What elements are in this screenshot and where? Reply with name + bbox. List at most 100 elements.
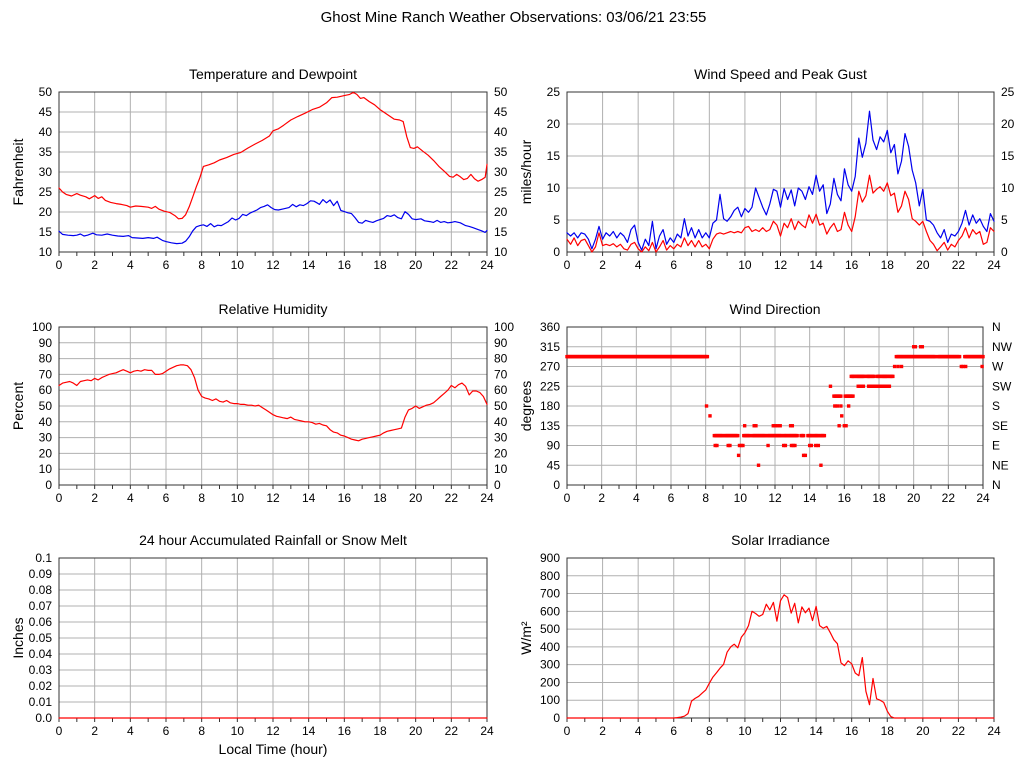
wind-direction-y-tick-labels: 0 45 90 135 180 225 270 315 360 xyxy=(540,320,560,492)
svg-text:10: 10 xyxy=(231,258,245,272)
wind-speed-peak-gust-y-tick-labels-right: 0 5 10 15 20 25 xyxy=(1001,85,1015,259)
svg-text:0.02: 0.02 xyxy=(29,679,53,693)
svg-text:0: 0 xyxy=(553,245,560,259)
svg-text:100: 100 xyxy=(540,693,560,707)
svg-text:16: 16 xyxy=(838,491,852,505)
svg-text:0.09: 0.09 xyxy=(29,567,53,581)
svg-text:50: 50 xyxy=(39,399,53,413)
svg-text:10: 10 xyxy=(231,724,245,738)
svg-text:24: 24 xyxy=(480,258,494,272)
wind-direction-compass-labels: N NE E SE S SW W NW N xyxy=(992,320,1013,492)
svg-text:2: 2 xyxy=(91,724,98,738)
wind-speed-peak-gust-x-tick-labels: 0 2 4 6 8 10 12 14 16 18 20 22 24 xyxy=(564,258,1001,272)
svg-text:0: 0 xyxy=(56,258,63,272)
svg-text:700: 700 xyxy=(540,587,560,601)
svg-text:90: 90 xyxy=(39,336,53,350)
wind-speed-peak-gust-grid xyxy=(567,92,994,252)
svg-text:24: 24 xyxy=(976,491,990,505)
svg-text:40: 40 xyxy=(39,125,53,139)
svg-text:6: 6 xyxy=(163,724,170,738)
svg-text:24: 24 xyxy=(480,724,494,738)
svg-text:20: 20 xyxy=(39,446,53,460)
svg-text:20: 20 xyxy=(39,205,53,219)
svg-text:0.06: 0.06 xyxy=(29,615,53,629)
temperature-dewpoint-axis-ticks xyxy=(58,252,488,256)
temperature-dewpoint-y-axis-label: Fahrenheit xyxy=(10,138,26,205)
svg-text:14: 14 xyxy=(302,258,316,272)
svg-text:18: 18 xyxy=(373,258,387,272)
relative-humidity-y-axis-label: Percent xyxy=(10,382,26,430)
svg-text:180: 180 xyxy=(540,399,560,413)
temperature-dewpoint-y-tick-labels-right: 10 15 20 25 30 35 40 45 50 xyxy=(494,85,508,259)
svg-text:0: 0 xyxy=(553,478,560,492)
svg-text:100: 100 xyxy=(494,320,514,334)
relative-humidity-axis-ticks xyxy=(58,485,488,489)
svg-text:10: 10 xyxy=(738,258,752,272)
svg-text:12: 12 xyxy=(266,258,280,272)
svg-text:NW: NW xyxy=(992,340,1013,354)
svg-text:24: 24 xyxy=(480,491,494,505)
svg-text:0.04: 0.04 xyxy=(29,647,53,661)
svg-text:6: 6 xyxy=(668,491,675,505)
svg-text:270: 270 xyxy=(540,360,560,374)
svg-text:20: 20 xyxy=(916,258,930,272)
svg-text:10: 10 xyxy=(494,462,508,476)
svg-text:600: 600 xyxy=(540,604,560,618)
svg-text:E: E xyxy=(992,439,1000,453)
svg-text:S: S xyxy=(992,399,1000,413)
svg-text:16: 16 xyxy=(338,491,352,505)
svg-text:45: 45 xyxy=(39,105,53,119)
svg-text:4: 4 xyxy=(127,724,134,738)
wind-direction-x-tick-labels: 0 2 4 6 8 10 12 14 16 18 20 22 24 xyxy=(564,491,990,505)
rainfall-y-axis-label: Inches xyxy=(10,617,26,658)
svg-text:15: 15 xyxy=(1001,149,1015,163)
svg-text:35: 35 xyxy=(39,145,53,159)
svg-text:12: 12 xyxy=(266,724,280,738)
temperature-dewpoint-x-tick-labels: 0 2 4 6 8 10 12 14 16 18 20 22 24 xyxy=(56,258,494,272)
svg-text:70: 70 xyxy=(494,367,508,381)
svg-text:100: 100 xyxy=(32,320,52,334)
svg-text:8: 8 xyxy=(706,258,713,272)
svg-text:0: 0 xyxy=(564,724,571,738)
wind-speed-peak-gust-y-axis-label: miles/hour xyxy=(518,139,534,204)
svg-text:8: 8 xyxy=(702,491,709,505)
svg-text:25: 25 xyxy=(39,185,53,199)
svg-text:300: 300 xyxy=(540,658,560,672)
svg-text:0: 0 xyxy=(494,478,501,492)
svg-text:22: 22 xyxy=(942,491,956,505)
svg-text:6: 6 xyxy=(163,491,170,505)
svg-text:12: 12 xyxy=(774,258,788,272)
svg-text:4: 4 xyxy=(633,491,640,505)
relative-humidity-x-tick-labels: 0 2 4 6 8 10 12 14 16 18 20 22 24 xyxy=(56,491,494,505)
svg-text:14: 14 xyxy=(809,258,823,272)
solar-irradiance-y-tick-labels: 0 100 200 300 400 500 600 700 800 900 xyxy=(540,551,560,725)
svg-text:16: 16 xyxy=(845,724,859,738)
svg-text:315: 315 xyxy=(540,340,560,354)
svg-text:0: 0 xyxy=(1001,245,1008,259)
rainfall-x-axis-label: Local Time (hour) xyxy=(219,741,328,757)
svg-text:4: 4 xyxy=(635,258,642,272)
solar-irradiance-x-tick-labels: 0 2 4 6 8 10 12 14 16 18 20 22 24 xyxy=(564,724,1001,738)
svg-text:6: 6 xyxy=(670,724,677,738)
rainfall-grid xyxy=(59,558,487,718)
svg-text:2: 2 xyxy=(599,724,606,738)
svg-text:10: 10 xyxy=(39,245,53,259)
solar-irradiance-title: Solar Irradiance xyxy=(731,532,830,548)
svg-text:80: 80 xyxy=(494,352,508,366)
wind-direction-grid xyxy=(567,327,983,485)
svg-text:10: 10 xyxy=(738,724,752,738)
svg-text:8: 8 xyxy=(198,491,205,505)
svg-text:70: 70 xyxy=(39,367,53,381)
svg-text:200: 200 xyxy=(540,675,560,689)
svg-text:14: 14 xyxy=(302,491,316,505)
wind-direction-points xyxy=(565,345,985,467)
svg-text:30: 30 xyxy=(494,165,508,179)
wind-direction-axis-ticks xyxy=(566,485,984,489)
svg-text:20: 20 xyxy=(916,724,930,738)
svg-text:0.05: 0.05 xyxy=(29,631,53,645)
svg-text:18: 18 xyxy=(881,258,895,272)
solar-irradiance-axis-ticks xyxy=(566,718,995,722)
svg-text:35: 35 xyxy=(494,145,508,159)
